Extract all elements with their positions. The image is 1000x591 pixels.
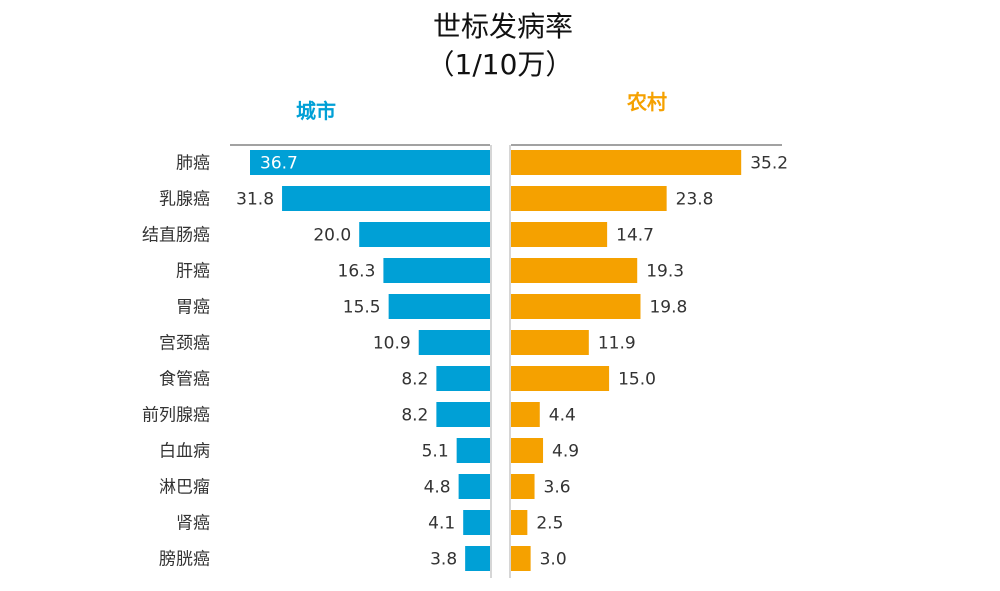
value-label-rural: 35.2 [750, 154, 788, 174]
value-label-rural: 14.7 [616, 226, 654, 246]
category-label: 肺癌 [176, 154, 210, 174]
value-label-urban: 5.1 [422, 442, 449, 462]
bar-rural [511, 546, 531, 571]
value-label-rural: 4.4 [549, 406, 576, 426]
value-label-rural: 2.5 [536, 514, 563, 534]
bar-urban [465, 546, 490, 571]
bar-urban [436, 366, 490, 391]
value-label-rural: 4.9 [552, 442, 579, 462]
bar-urban [250, 150, 490, 175]
bar-urban [383, 258, 490, 283]
category-label: 宫颈癌 [159, 334, 210, 354]
bar-rural [511, 510, 528, 535]
bar-rural [511, 330, 589, 355]
value-label-urban: 16.3 [338, 262, 376, 282]
category-label: 结直肠癌 [142, 226, 210, 246]
bar-rural [511, 438, 544, 463]
bar-rural [511, 474, 535, 499]
value-label-rural: 3.6 [544, 478, 571, 498]
bar-rural [511, 258, 638, 283]
value-label-urban: 8.2 [401, 406, 428, 426]
category-label: 胃癌 [176, 298, 210, 318]
bar-rural [511, 186, 667, 211]
value-label-urban: 20.0 [313, 226, 351, 246]
category-label: 肝癌 [176, 262, 210, 282]
category-label: 食管癌 [159, 370, 210, 390]
bar-rural [511, 366, 610, 391]
value-label-rural: 19.8 [649, 298, 687, 318]
bar-urban [388, 294, 490, 319]
category-label: 淋巴瘤 [159, 478, 210, 498]
category-label: 白血病 [159, 442, 210, 462]
bar-urban [418, 330, 490, 355]
value-label-rural: 23.8 [676, 190, 714, 210]
value-label-urban: 8.2 [401, 370, 428, 390]
bar-rural [511, 402, 540, 427]
bar-rural [511, 294, 641, 319]
category-label: 膀胱癌 [159, 550, 210, 570]
chart-title: 世标发病率 [433, 10, 573, 43]
bar-urban [282, 186, 490, 211]
bars-group: 肺癌 36.7 35.2 乳腺癌 31.8 23.8 结直肠癌 20.0 14.7 肝癌 16.3 1… [142, 150, 788, 571]
value-label-urban: 4.8 [424, 478, 451, 498]
value-label-urban: 4.1 [428, 514, 455, 534]
value-label-rural: 19.3 [646, 262, 684, 282]
bar-urban [463, 510, 490, 535]
series-label-urban: 城市 [296, 99, 336, 123]
bar-urban [458, 474, 490, 499]
value-label-urban: 31.8 [236, 190, 274, 210]
value-label-urban: 10.9 [373, 334, 411, 354]
chart-subtitle: （1/10万） [427, 48, 574, 81]
value-label-urban: 15.5 [343, 298, 381, 318]
series-label-rural: 农村 [626, 90, 667, 114]
value-label-urban: 36.7 [260, 154, 298, 174]
value-label-rural: 11.9 [598, 334, 636, 354]
bar-urban [436, 402, 490, 427]
category-label: 前列腺癌 [142, 406, 210, 426]
category-label: 肾癌 [176, 514, 210, 534]
bar-rural [511, 150, 742, 175]
bar-urban [359, 222, 490, 247]
bar-rural [511, 222, 608, 247]
value-label-rural: 3.0 [540, 550, 567, 570]
category-label: 乳腺癌 [159, 190, 210, 210]
bar-urban [456, 438, 490, 463]
value-label-rural: 15.0 [618, 370, 656, 390]
value-label-urban: 3.8 [430, 550, 457, 570]
